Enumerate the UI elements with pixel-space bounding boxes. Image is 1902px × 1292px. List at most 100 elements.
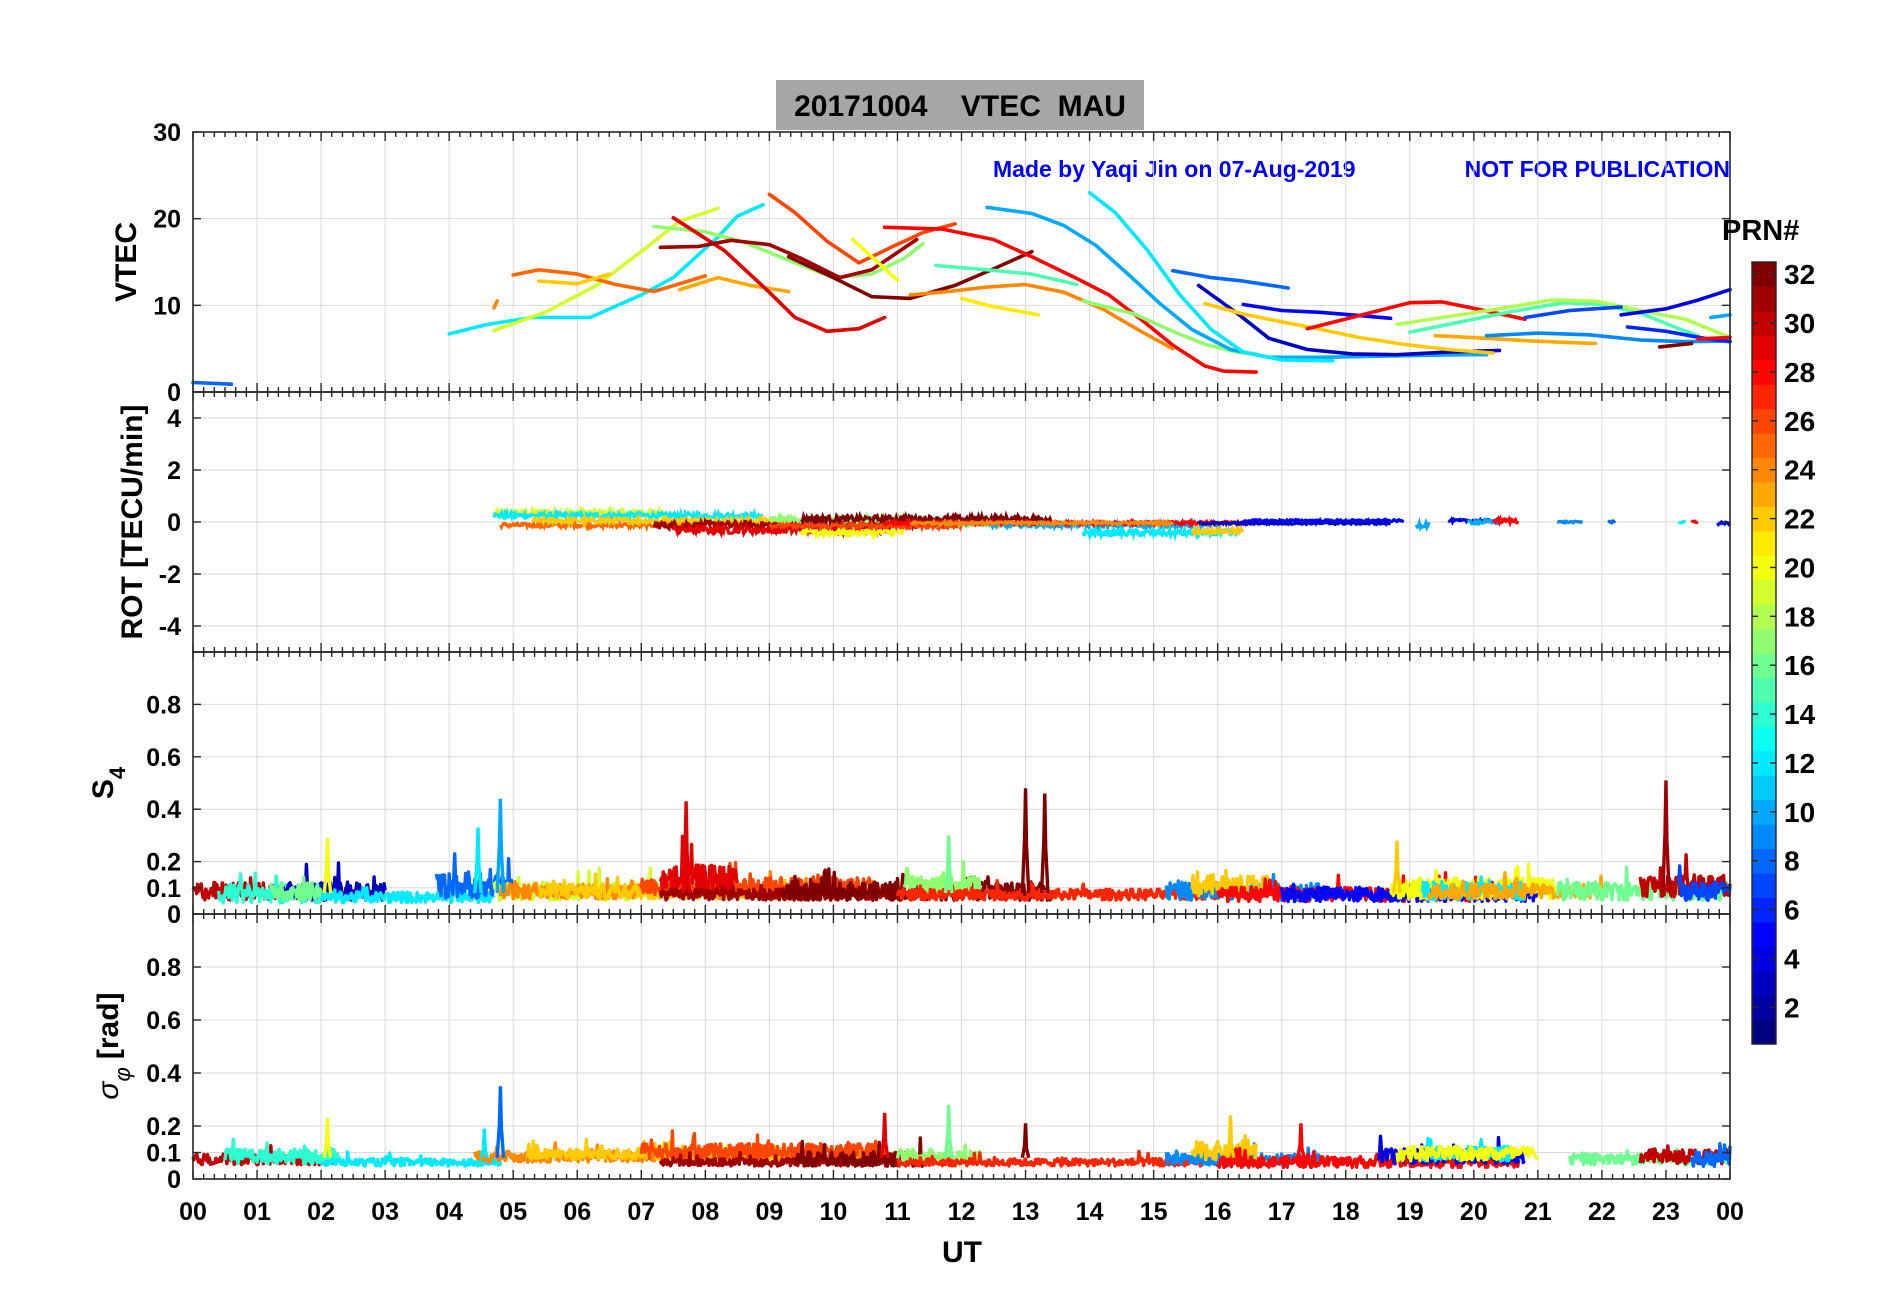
colorbar-segment <box>1752 335 1776 361</box>
x-tick-label: 17 <box>1268 1198 1296 1226</box>
x-tick-label: 03 <box>371 1198 399 1226</box>
colorbar-tick-label: 22 <box>1784 504 1815 535</box>
s4-series-line <box>268 875 323 902</box>
x-tick-label: 00 <box>1716 1198 1744 1226</box>
x-tick-label: 10 <box>820 1198 848 1226</box>
s4-peak <box>943 835 954 894</box>
colorbar-tick-label: 2 <box>1784 992 1800 1023</box>
rot-series <box>492 504 1731 542</box>
sigma-phi-series-line <box>1216 1146 1521 1170</box>
credit-text: Made by Yaqi Jin on 07-Aug-2019 <box>993 156 1356 182</box>
rot-series-line <box>1556 519 1584 525</box>
vtec-series-line <box>1484 331 1732 344</box>
sigma-phi-peak <box>322 1117 333 1159</box>
vtec-series-line <box>1196 283 1502 357</box>
y-tick-label: 0.8 <box>146 691 181 719</box>
s4-peak <box>681 801 692 894</box>
rot-series-line <box>769 518 963 533</box>
vtec-series-line <box>1171 268 1290 290</box>
vtec-series-line <box>1408 300 1700 338</box>
colorbar-segments <box>1752 262 1776 1045</box>
sigma-phi-series-line <box>319 1150 503 1168</box>
y-tick-label: 0.4 <box>146 796 181 824</box>
vtec-series-line <box>1625 325 1732 344</box>
sigma-phi-series-line <box>1395 1144 1540 1163</box>
figure-title: 20171004 VTEC MAU <box>794 90 1126 123</box>
x-tick-label: 16 <box>1204 1198 1232 1226</box>
x-tick-label: 00 <box>179 1198 207 1226</box>
colorbar-tick-label: 24 <box>1784 455 1816 486</box>
x-tick-label: 14 <box>1076 1198 1104 1226</box>
vtec-series-line <box>1433 333 1598 346</box>
s4-peak <box>1392 840 1402 894</box>
vtec-series-line <box>959 296 1041 317</box>
title-box: 20171004 VTEC MAU <box>776 80 1144 130</box>
y-tick-label: 0.6 <box>146 1007 181 1035</box>
s4-ylabel-sub: 4 <box>105 766 130 779</box>
rot-series-line <box>1607 519 1617 525</box>
colorbar-segment <box>1752 726 1776 752</box>
y-tick-label: 0.1 <box>146 875 181 903</box>
colorbar-tick-label: 4 <box>1784 943 1800 974</box>
title-background <box>776 80 1144 130</box>
x-tick-label: 06 <box>563 1198 591 1226</box>
vtec-series-line <box>536 272 612 286</box>
colorbar-tick-label: 8 <box>1784 846 1800 877</box>
x-tick-label: 08 <box>691 1198 719 1226</box>
vtec-series-line <box>447 203 765 336</box>
rot-series-line <box>1197 519 1391 527</box>
vtec-series-line <box>1709 313 1732 320</box>
vtec-series-line <box>492 206 720 333</box>
vtec-series-line <box>767 192 957 265</box>
s4-series-line <box>895 879 1258 902</box>
colorbar-tick-label: 26 <box>1784 406 1815 437</box>
s4-axis: 00.10.2 0.4 0.6 0.8 <box>146 652 1731 929</box>
y-tick-label: 20 <box>153 206 181 234</box>
colorbar-tick-label: 12 <box>1784 748 1815 779</box>
sigma-phi-frame <box>192 913 1731 1180</box>
colorbar-segment <box>1752 970 1776 996</box>
sigma-phi-ylabel: σφ [rad] <box>92 992 135 1099</box>
sigma-phi-series-line <box>639 1129 887 1161</box>
y-tick-label: 0 <box>167 901 181 929</box>
colorbar-tick-label: 14 <box>1784 699 1816 730</box>
s4-ylabel: S4 <box>87 766 130 799</box>
x-tick-label: 11 <box>884 1198 911 1226</box>
rot-axis: -4 -2 0 2 4 <box>159 392 1731 652</box>
s4-peak <box>1039 793 1050 894</box>
s4-peak <box>1020 788 1031 894</box>
colorbar-tick-label: 18 <box>1784 601 1815 632</box>
colorbar-frame <box>1751 261 1777 1045</box>
y-tick-label: 10 <box>153 292 181 320</box>
s4-peak <box>1661 780 1671 894</box>
y-tick-label: 30 <box>153 119 181 147</box>
y-tick-label: 0 <box>167 379 181 407</box>
colorbar-tick-label: 32 <box>1784 259 1815 290</box>
sigma-phi-series <box>191 1086 1732 1170</box>
sigma-phi-grid <box>193 914 1730 1179</box>
sigma-phi-peak <box>1020 1123 1031 1159</box>
sigma-phi-peak <box>495 1086 506 1158</box>
sigma-phi-ylabel-suffix: [rad] <box>92 992 125 1059</box>
x-tick-label: 23 <box>1652 1198 1680 1226</box>
vtec-ylabel: VTEC <box>110 222 143 302</box>
x-tick-label: 07 <box>627 1198 655 1226</box>
rot-series-line <box>1414 516 1431 532</box>
y-tick-label: 0.6 <box>146 744 181 772</box>
colorbar-segment <box>1752 824 1776 850</box>
s4-series <box>191 780 1732 905</box>
colorbar-title: PRN# <box>1722 215 1799 247</box>
rot-series-line <box>492 507 765 524</box>
y-tick-label: 4 <box>167 405 181 433</box>
y-tick-label: -2 <box>159 561 181 589</box>
vtec-series-line <box>1696 335 1732 341</box>
colorbar-tick-label: 16 <box>1784 650 1815 681</box>
y-tick-label: 0 <box>167 509 181 537</box>
rot-series-line <box>1677 519 1687 525</box>
y-tick-label: 2 <box>167 457 181 485</box>
colorbar-tick-label: 30 <box>1784 308 1815 339</box>
vtec-series-line <box>191 380 234 387</box>
